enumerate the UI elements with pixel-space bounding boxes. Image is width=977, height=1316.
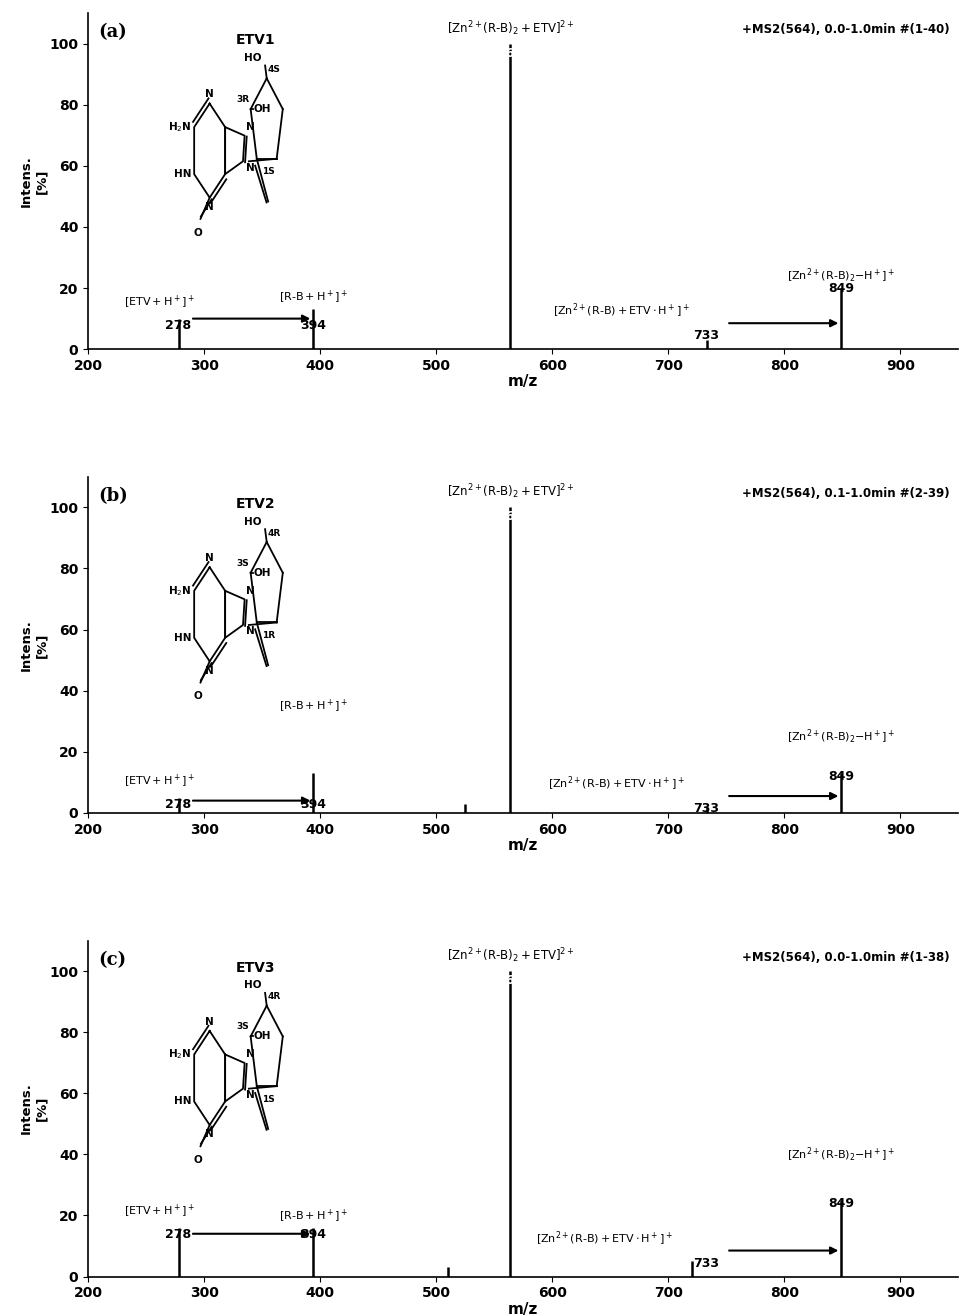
Text: 394: 394 (300, 797, 326, 811)
Text: N: N (246, 1049, 255, 1059)
Text: $[\mathrm{R\text{-}B+H}^+]^+$: $[\mathrm{R\text{-}B+H}^+]^+$ (278, 1208, 348, 1225)
Text: O: O (193, 691, 202, 701)
Text: $[\mathrm{R\text{-}B+H}^+]^+$: $[\mathrm{R\text{-}B+H}^+]^+$ (278, 290, 348, 307)
Text: 4S: 4S (268, 64, 280, 74)
Text: 849: 849 (828, 282, 853, 295)
Y-axis label: Intens.
[%]: Intens. [%] (20, 155, 48, 207)
Text: +MS2(564), 0.0-1.0min #(1-38): +MS2(564), 0.0-1.0min #(1-38) (742, 950, 949, 963)
Text: OH: OH (254, 567, 272, 578)
Text: 733: 733 (693, 803, 719, 815)
Text: 1R: 1R (262, 632, 275, 640)
Text: 849: 849 (828, 770, 853, 783)
Text: HO: HO (244, 53, 262, 63)
Text: N: N (205, 89, 214, 99)
Text: 278: 278 (165, 318, 191, 332)
Text: (a): (a) (99, 24, 127, 41)
Text: N: N (245, 1090, 254, 1100)
Text: 3R: 3R (235, 95, 249, 104)
Text: $[\mathrm{Zn}^{2+}(\mathrm{R\text{-}B})_2\mathrm{-H}^+]^+$: $[\mathrm{Zn}^{2+}(\mathrm{R\text{-}B})_… (786, 267, 895, 286)
Text: $[\mathrm{ETV+H}^+]^+$: $[\mathrm{ETV+H}^+]^+$ (124, 293, 195, 311)
Text: $[\mathrm{Zn}^{2+}(\mathrm{R\text{-}B})_2\mathrm{-H}^+]^+$: $[\mathrm{Zn}^{2+}(\mathrm{R\text{-}B})_… (786, 728, 895, 746)
Text: HO: HO (244, 980, 262, 991)
Text: ETV1: ETV1 (235, 33, 276, 47)
Text: (b): (b) (99, 487, 128, 505)
Text: HN: HN (174, 1096, 191, 1107)
Text: HN: HN (174, 633, 191, 642)
Text: ETV2: ETV2 (235, 497, 276, 511)
Text: N: N (245, 163, 254, 172)
Text: N: N (246, 122, 255, 132)
Text: $[\mathrm{Zn}^{2+}(\mathrm{R\text{-}B})+\mathrm{ETV\cdot H}^+]^+$: $[\mathrm{Zn}^{2+}(\mathrm{R\text{-}B})+… (553, 301, 690, 320)
Y-axis label: Intens.
[%]: Intens. [%] (20, 619, 48, 671)
Text: 3S: 3S (236, 1023, 249, 1032)
Text: 394: 394 (300, 318, 326, 332)
Text: N: N (245, 626, 254, 637)
Text: 394: 394 (300, 1228, 326, 1241)
Text: 564: 564 (497, 511, 523, 524)
Text: $[\mathrm{Zn}^{2+}(\mathrm{R\text{-}B})+\mathrm{ETV\cdot H}^+]^+$: $[\mathrm{Zn}^{2+}(\mathrm{R\text{-}B})+… (535, 1229, 672, 1248)
Text: HO: HO (244, 517, 262, 526)
Text: 733: 733 (693, 329, 719, 342)
Text: 564: 564 (497, 47, 523, 59)
Text: (c): (c) (99, 950, 126, 969)
Text: $[\mathrm{ETV+H}^+]^+$: $[\mathrm{ETV+H}^+]^+$ (124, 772, 195, 790)
Text: 278: 278 (165, 1228, 191, 1241)
Text: 849: 849 (828, 1198, 853, 1211)
Text: 278: 278 (165, 797, 191, 811)
Text: 4R: 4R (268, 529, 281, 538)
Text: N: N (205, 1017, 214, 1026)
Text: N: N (205, 201, 214, 212)
Text: $[\mathrm{Zn}^{2+}(\mathrm{R\text{-}B})+\mathrm{ETV\cdot H}^+]^+$: $[\mathrm{Zn}^{2+}(\mathrm{R\text{-}B})+… (547, 775, 684, 794)
Text: $[\mathrm{ETV+H}^+]^+$: $[\mathrm{ETV+H}^+]^+$ (124, 1203, 195, 1220)
Text: $[\mathrm{Zn}^{2+}(\mathrm{R\text{-}B})_2+\mathrm{ETV}]^{2+}$: $[\mathrm{Zn}^{2+}(\mathrm{R\text{-}B})_… (446, 946, 573, 965)
Text: $[\mathrm{Zn}^{2+}(\mathrm{R\text{-}B})_2\mathrm{-H}^+]^+$: $[\mathrm{Zn}^{2+}(\mathrm{R\text{-}B})_… (786, 1145, 895, 1163)
Text: OH: OH (254, 1032, 272, 1041)
Y-axis label: Intens.
[%]: Intens. [%] (20, 1083, 48, 1134)
Text: $[\mathrm{Zn}^{2+}(\mathrm{R\text{-}B})_2+\mathrm{ETV}]^{2+}$: $[\mathrm{Zn}^{2+}(\mathrm{R\text{-}B})_… (446, 18, 573, 38)
Text: +MS2(564), 0.0-1.0min #(1-40): +MS2(564), 0.0-1.0min #(1-40) (742, 24, 949, 37)
Text: N: N (205, 553, 214, 563)
Text: OH: OH (254, 104, 272, 114)
Text: 733: 733 (693, 1257, 719, 1270)
Text: N: N (205, 666, 214, 675)
Text: O: O (193, 228, 202, 238)
X-axis label: m/z: m/z (507, 838, 538, 853)
Text: $[\mathrm{R\text{-}B+H}^+]^+$: $[\mathrm{R\text{-}B+H}^+]^+$ (278, 697, 348, 715)
Text: +MS2(564), 0.1-1.0min #(2-39): +MS2(564), 0.1-1.0min #(2-39) (742, 487, 949, 500)
Text: 1S: 1S (262, 1095, 275, 1104)
Text: O: O (193, 1155, 202, 1165)
Text: 3S: 3S (236, 558, 249, 567)
X-axis label: m/z: m/z (507, 1302, 538, 1316)
Text: H$_2$N: H$_2$N (168, 584, 191, 597)
Text: 1S: 1S (262, 167, 275, 176)
X-axis label: m/z: m/z (507, 374, 538, 390)
Text: $[\mathrm{Zn}^{2+}(\mathrm{R\text{-}B})_2+\mathrm{ETV}]^{2+}$: $[\mathrm{Zn}^{2+}(\mathrm{R\text{-}B})_… (446, 483, 573, 501)
Text: ETV3: ETV3 (235, 961, 276, 975)
Text: 564: 564 (497, 974, 523, 987)
Text: H$_2$N: H$_2$N (168, 1048, 191, 1062)
Text: 4R: 4R (268, 992, 281, 1001)
Text: HN: HN (174, 170, 191, 179)
Text: N: N (246, 586, 255, 596)
Text: H$_2$N: H$_2$N (168, 120, 191, 134)
Text: N: N (205, 1129, 214, 1140)
